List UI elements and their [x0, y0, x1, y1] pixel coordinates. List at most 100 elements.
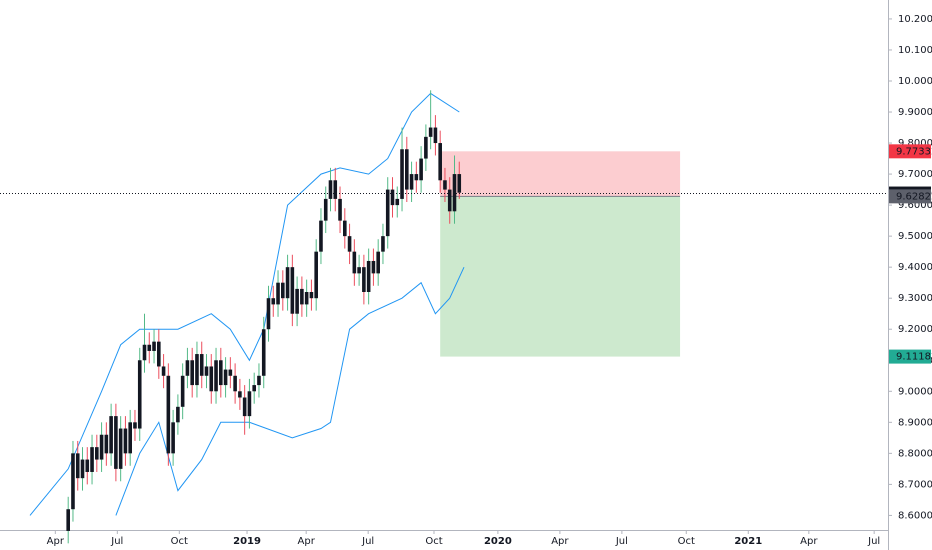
y-tick-label: 9.70000 — [898, 169, 932, 180]
candle-body — [190, 360, 194, 386]
candle-body — [109, 416, 113, 454]
candle-body — [128, 422, 132, 454]
candle-body — [419, 158, 423, 181]
candle-body — [309, 291, 314, 299]
candle-body — [123, 428, 128, 454]
stop-zone — [440, 151, 681, 197]
y-tick-label: 8.90000 — [898, 417, 932, 428]
x-tick-label: Jul — [615, 536, 628, 547]
candle-body — [75, 453, 80, 479]
y-tick-label: 9.40000 — [898, 262, 932, 273]
candle-body — [452, 174, 457, 212]
candle-body — [133, 422, 137, 429]
candle-body — [261, 329, 266, 376]
candle-body — [104, 434, 109, 454]
candle-body — [80, 459, 85, 479]
candle-body — [276, 282, 280, 305]
candle-body — [66, 509, 70, 531]
x-tick-label: Oct — [171, 536, 188, 547]
x-tick-label: Apr — [551, 536, 569, 547]
candle-body — [376, 251, 380, 274]
y-tick-label: 10.00000 — [898, 76, 932, 87]
candle-body — [180, 375, 185, 407]
x-tick-label: Apr — [800, 536, 818, 547]
bollinger-band — [29, 92, 460, 516]
y-tick-label: 8.70000 — [898, 479, 932, 490]
price-label: 9.62822 — [896, 191, 932, 202]
candle-body — [328, 180, 333, 199]
candle-body — [114, 416, 118, 469]
candle-body — [257, 375, 261, 386]
candle-body — [281, 282, 285, 299]
candle-body — [381, 236, 385, 252]
x-tick-label: Jul — [867, 536, 880, 547]
candle-body — [142, 344, 147, 361]
candle-body — [414, 174, 419, 181]
target-zone — [440, 196, 681, 357]
candle-body — [457, 174, 462, 193]
candle-body — [166, 375, 171, 454]
candle-body — [447, 189, 452, 212]
bollinger-band — [115, 266, 465, 516]
candle-body — [433, 127, 438, 144]
candle-body — [366, 260, 371, 292]
candle-body — [71, 453, 75, 510]
candle-body — [95, 447, 99, 460]
candle-body — [271, 298, 276, 305]
candle-body — [238, 391, 242, 398]
y-tick-label: 9.30000 — [898, 293, 932, 304]
x-tick-label: Oct — [425, 536, 442, 547]
x-tick-label: 2019 — [233, 536, 261, 547]
candle-body — [405, 149, 409, 190]
price-label-bg — [889, 349, 931, 364]
candle-body — [195, 354, 199, 386]
candle-body — [371, 260, 376, 274]
candle-body — [443, 180, 447, 190]
candle-body — [357, 267, 361, 274]
candle-body — [118, 428, 123, 469]
candle-body — [319, 220, 323, 252]
y-tick-label: 9.50000 — [898, 231, 932, 242]
candle-body — [290, 267, 295, 314]
y-tick-label: 10.10000 — [898, 45, 932, 56]
y-tick-label: 10.20000 — [898, 14, 932, 25]
candle-body — [161, 366, 166, 376]
candle-body — [209, 366, 214, 392]
price-label: 9.77332 — [896, 146, 932, 157]
price-label-bg — [889, 189, 931, 204]
y-tick-label: 9.80000 — [898, 138, 932, 149]
candle-body — [147, 344, 152, 351]
candle-body — [400, 149, 404, 199]
candle-body — [152, 341, 156, 351]
price-label-bg — [889, 144, 931, 159]
candle-body — [362, 267, 366, 292]
candle-body — [85, 459, 90, 472]
y-tick-label: 8.80000 — [898, 448, 932, 459]
candle-body — [90, 447, 94, 472]
candle-body — [314, 251, 318, 299]
candle-body — [214, 360, 218, 392]
x-tick-label: 2020 — [484, 536, 512, 547]
candle-body — [385, 189, 390, 237]
candle-body — [185, 360, 190, 376]
x-tick-label: Oct — [678, 536, 695, 547]
y-tick-label: 9.90000 — [898, 107, 932, 118]
candle-body — [409, 174, 414, 190]
candle-body — [228, 369, 233, 376]
x-tick-label: Apr — [298, 536, 316, 547]
candle-body — [438, 143, 442, 181]
x-tick-label: 2021 — [734, 536, 762, 547]
candle-body — [219, 360, 223, 386]
candle-body — [247, 391, 252, 417]
candle-body — [157, 341, 161, 367]
candle-body — [347, 236, 352, 252]
x-tick-label: Jul — [361, 536, 374, 547]
candle-body — [395, 198, 400, 206]
candle-body — [304, 291, 309, 305]
candle-body — [252, 385, 256, 392]
candle-body — [233, 375, 237, 392]
candle-body — [204, 366, 209, 376]
candle-body — [333, 180, 338, 199]
